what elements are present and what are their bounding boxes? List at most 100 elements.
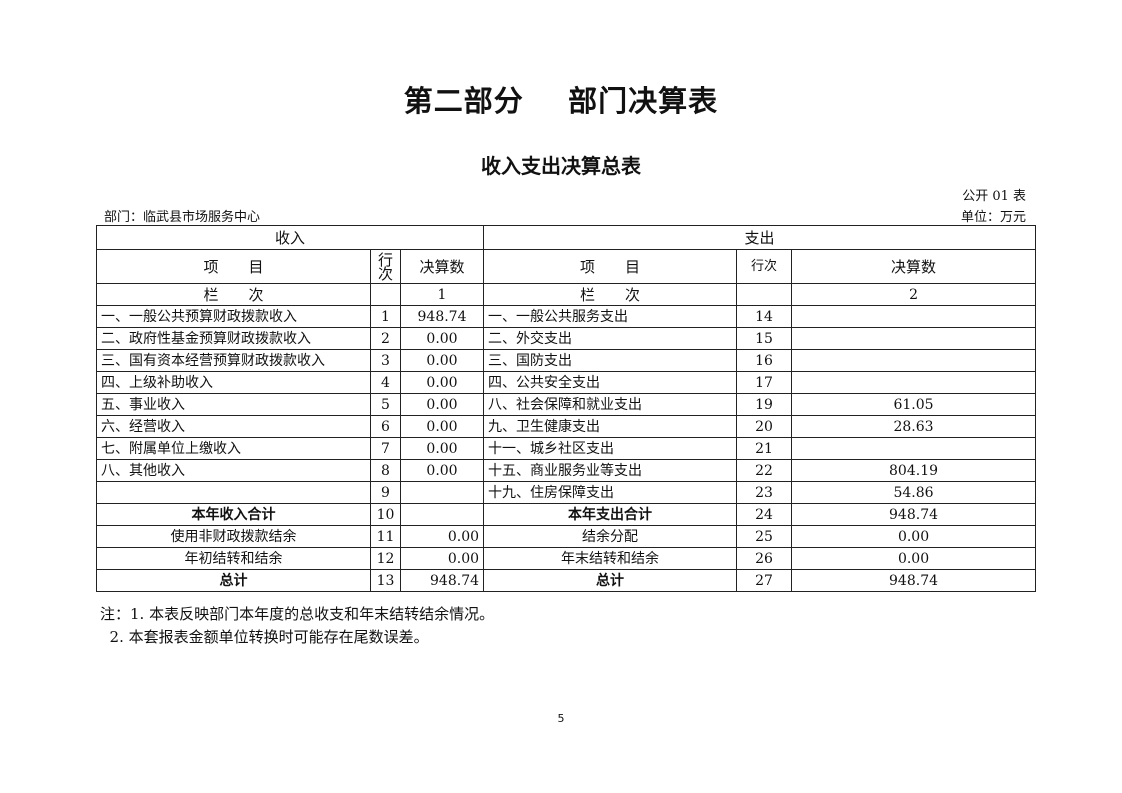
income-row-number: 12 bbox=[370, 547, 401, 570]
income-row-number: 11 bbox=[370, 525, 401, 548]
income-item-label: 本年收入合计 bbox=[96, 503, 371, 526]
header-row-sections: 收入 支出 bbox=[95, 225, 1037, 250]
table-title: 收入支出决算总表 bbox=[481, 154, 641, 178]
expense-amount bbox=[791, 305, 1037, 328]
income-column-index: 1 bbox=[399, 283, 485, 306]
table-row: 二、政府性基金预算财政拨款收入 2 0.00 二、外交支出 15 bbox=[96, 327, 1037, 350]
expense-amount: 804.19 bbox=[791, 459, 1037, 482]
income-row-number: 13 bbox=[370, 569, 401, 592]
expense-item-label: 九、卫生健康支出 bbox=[483, 415, 738, 438]
expense-amount: 948.74 bbox=[791, 503, 1037, 526]
notes: 注：1. 本表反映部门本年度的总收支和年末结转结余情况。 2. 本套报表金额单位… bbox=[100, 603, 494, 649]
income-amount: 0.00 bbox=[399, 393, 485, 416]
income-item-label: 四、上级补助收入 bbox=[96, 371, 371, 394]
income-item-label: 七、附属单位上缴收入 bbox=[96, 437, 371, 460]
income-item-label bbox=[96, 481, 371, 504]
income-item-label: 总计 bbox=[96, 569, 371, 592]
expense-item-label: 十九、住房保障支出 bbox=[483, 481, 738, 504]
income-amount: 948.74 bbox=[399, 569, 485, 592]
income-row-number: 10 bbox=[370, 503, 401, 526]
income-expense-table: 收入 支出 项 目 行次 决算数 项 目 行次 决算数 栏 次 1 栏 次 2 … bbox=[95, 225, 1037, 592]
income-amount: 0.00 bbox=[399, 371, 485, 394]
note-1: 注：1. 本表反映部门本年度的总收支和年末结转结余情况。 bbox=[100, 605, 495, 623]
expense-row-number: 21 bbox=[736, 437, 793, 460]
page-title: 第二部分 部门决算表 bbox=[403, 84, 719, 118]
table-row: 七、附属单位上缴收入 7 0.00 十一、城乡社区支出 21 bbox=[96, 437, 1037, 460]
income-amount: 0.00 bbox=[399, 525, 485, 548]
income-item-label: 六、经营收入 bbox=[96, 415, 371, 438]
income-row-number: 6 bbox=[370, 415, 401, 438]
department-label: 部门：临武县市场服务中心 bbox=[104, 210, 261, 225]
income-amount: 0.00 bbox=[399, 547, 485, 570]
income-row-number: 1 bbox=[370, 305, 401, 328]
income-row-no-header: 行次 bbox=[370, 249, 401, 284]
income-amount: 0.00 bbox=[399, 415, 485, 438]
income-item-header: 项 目 bbox=[96, 249, 371, 284]
table-row: 年初结转和结余 12 0.00 年末结转和结余 26 0.00 bbox=[96, 547, 1037, 570]
expense-item-label: 结余分配 bbox=[483, 525, 738, 548]
expense-row-number: 27 bbox=[736, 569, 793, 592]
expense-amount: 0.00 bbox=[791, 525, 1037, 548]
expense-row-no-header: 行次 bbox=[736, 249, 793, 284]
note-2: 2. 本套报表金额单位转换时可能存在尾数误差。 bbox=[100, 628, 429, 646]
expense-row-number: 25 bbox=[736, 525, 793, 548]
expense-item-label: 三、国防支出 bbox=[483, 349, 738, 372]
expense-item-label: 四、公共安全支出 bbox=[483, 371, 738, 394]
expense-row-number: 17 bbox=[736, 371, 793, 394]
expense-item-label: 十一、城乡社区支出 bbox=[483, 437, 738, 460]
expense-amount-header: 决算数 bbox=[791, 249, 1037, 284]
income-amount-header: 决算数 bbox=[399, 249, 485, 284]
expense-item-label: 本年支出合计 bbox=[483, 503, 738, 526]
table-row: 八、其他收入 8 0.00 十五、商业服务业等支出 22 804.19 bbox=[96, 459, 1037, 482]
expense-amount: 61.05 bbox=[791, 393, 1037, 416]
income-row-number: 9 bbox=[370, 481, 401, 504]
income-item-label: 三、国有资本经营预算财政拨款收入 bbox=[96, 349, 371, 372]
empty-cell bbox=[370, 283, 401, 306]
table-number: 公开 01 表 bbox=[962, 189, 1026, 204]
expense-item-label: 一、一般公共服务支出 bbox=[483, 305, 738, 328]
empty-cell bbox=[736, 283, 793, 306]
income-item-label: 使用非财政拨款结余 bbox=[96, 525, 371, 548]
page-number: 5 bbox=[557, 712, 565, 725]
income-amount: 948.74 bbox=[399, 305, 485, 328]
income-amount: 0.00 bbox=[399, 437, 485, 460]
expense-amount bbox=[791, 349, 1037, 372]
table-row: 使用非财政拨款结余 11 0.00 结余分配 25 0.00 bbox=[96, 525, 1037, 548]
table-row: 四、上级补助收入 4 0.00 四、公共安全支出 17 bbox=[96, 371, 1037, 394]
income-item-label: 一、一般公共预算财政拨款收入 bbox=[96, 305, 371, 328]
column-index-row: 栏 次 1 栏 次 2 bbox=[96, 283, 1037, 306]
income-row-number: 7 bbox=[370, 437, 401, 460]
expense-row-number: 22 bbox=[736, 459, 793, 482]
expense-amount: 948.74 bbox=[791, 569, 1037, 592]
income-amount: 0.00 bbox=[399, 459, 485, 482]
expense-header: 支出 bbox=[483, 225, 1037, 250]
expense-amount: 54.86 bbox=[791, 481, 1037, 504]
income-column-label: 栏 次 bbox=[96, 283, 371, 306]
expense-amount: 0.00 bbox=[791, 547, 1037, 570]
table-row: 一、一般公共预算财政拨款收入 1 948.74 一、一般公共服务支出 14 bbox=[96, 305, 1037, 328]
expense-item-header: 项 目 bbox=[483, 249, 738, 284]
expense-row-number: 23 bbox=[736, 481, 793, 504]
table-row: 总计 13 948.74 总计 27 948.74 bbox=[96, 569, 1037, 592]
income-row-number: 5 bbox=[370, 393, 401, 416]
income-item-label: 五、事业收入 bbox=[96, 393, 371, 416]
table-row: 六、经营收入 6 0.00 九、卫生健康支出 20 28.63 bbox=[96, 415, 1037, 438]
income-amount: 0.00 bbox=[399, 349, 485, 372]
income-row-number: 3 bbox=[370, 349, 401, 372]
income-row-number: 4 bbox=[370, 371, 401, 394]
expense-row-number: 26 bbox=[736, 547, 793, 570]
expense-item-label: 总计 bbox=[483, 569, 738, 592]
expense-column-index: 2 bbox=[791, 283, 1037, 306]
expense-item-label: 二、外交支出 bbox=[483, 327, 738, 350]
income-item-label: 二、政府性基金预算财政拨款收入 bbox=[96, 327, 371, 350]
income-amount: 0.00 bbox=[399, 327, 485, 350]
income-row-number: 2 bbox=[370, 327, 401, 350]
expense-column-label: 栏 次 bbox=[483, 283, 738, 306]
expense-row-number: 15 bbox=[736, 327, 793, 350]
table-row: 三、国有资本经营预算财政拨款收入 3 0.00 三、国防支出 16 bbox=[96, 349, 1037, 372]
expense-item-label: 年末结转和结余 bbox=[483, 547, 738, 570]
table-row: 9 十九、住房保障支出 23 54.86 bbox=[96, 481, 1037, 504]
expense-amount bbox=[791, 437, 1037, 460]
table-row: 本年收入合计 10 本年支出合计 24 948.74 bbox=[96, 503, 1037, 526]
expense-row-number: 20 bbox=[736, 415, 793, 438]
